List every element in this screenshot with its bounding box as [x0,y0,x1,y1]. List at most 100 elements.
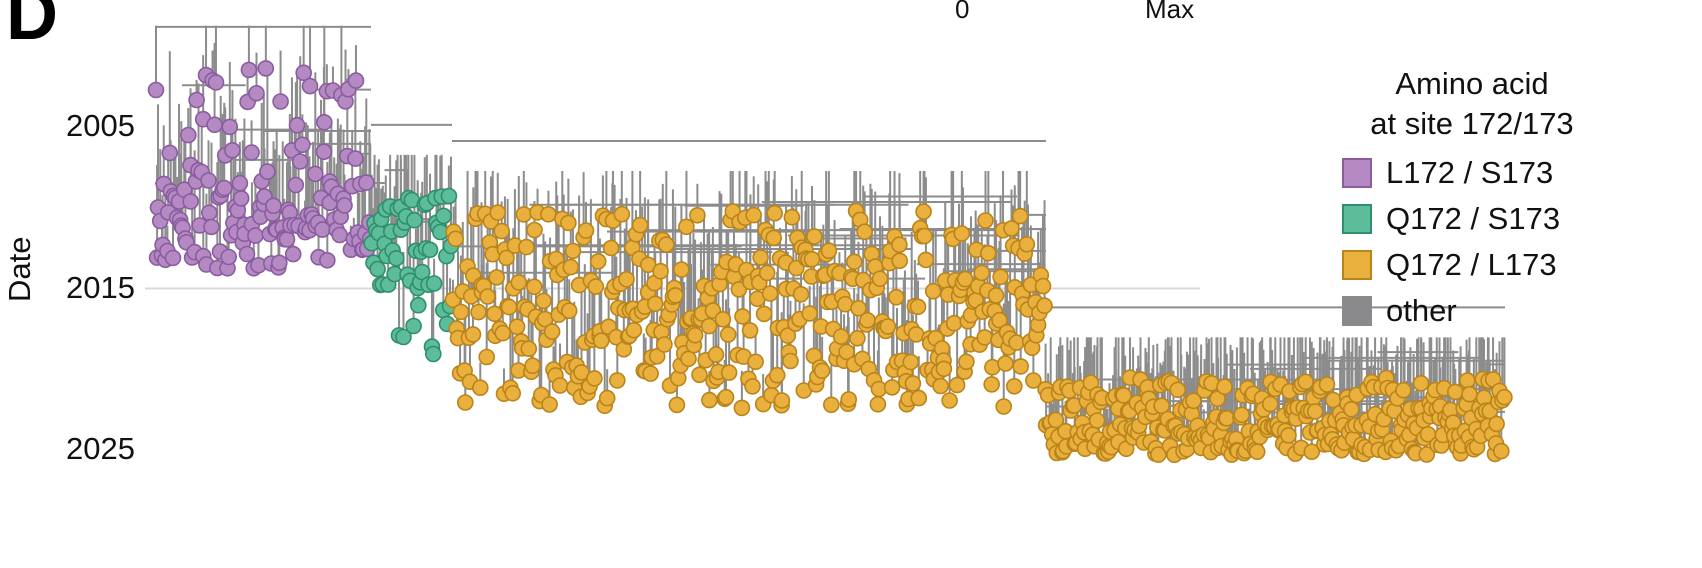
tip-point [747,353,764,371]
tip-point [991,311,1008,329]
tip-point [1216,378,1233,396]
tip-point [247,227,264,244]
tip-point [592,332,610,350]
tip-point [543,323,561,340]
tip-point [916,227,933,245]
tip-point [755,305,773,323]
tip-point [883,379,901,396]
tip-point [945,314,963,332]
tip-point [1459,372,1476,389]
tip-point [216,179,233,197]
tip-point [357,174,375,191]
tip-point [424,345,442,363]
tip-point [1447,383,1464,401]
y-tick-2005: 2005 [66,108,135,143]
tip-point [587,278,605,295]
tip-point [315,143,333,160]
tip-point [560,214,577,232]
tip-point [1115,387,1132,404]
tip-point [315,114,333,131]
color-scale-min-label: 0 [955,0,970,24]
tip-point [1169,381,1187,399]
tip-point [188,91,205,109]
tip-point [586,370,603,387]
tip-point [425,275,443,292]
tip-point [787,259,805,277]
tip-point [200,172,217,189]
tip-point [1233,406,1250,424]
tip-point [648,347,666,365]
tip-point [977,212,994,229]
tip-point [838,343,855,361]
tip-point [1209,390,1226,408]
tip-point [652,262,669,280]
tip-point [745,206,763,224]
tip-point [1088,412,1106,429]
tip-point [915,203,932,220]
tip-point [201,204,218,222]
tip-point [782,352,799,370]
tip-point [733,399,751,417]
panel-letter: D [6,0,58,55]
tip-point [673,261,690,278]
tip-point [625,321,643,339]
tip-point [1395,381,1412,399]
tip-point [719,326,737,343]
tip-point [294,136,311,154]
tip-point [493,222,511,240]
tip-point [515,206,533,223]
tip-point [656,336,673,353]
tip-point [203,218,220,236]
tip-point [369,260,386,278]
tip-point [421,241,439,259]
tip-point [1011,207,1029,225]
tip-point [680,350,697,368]
tip-point [1343,400,1360,418]
tip-point [535,292,552,310]
tip-point [779,327,797,344]
tip-point [909,298,927,316]
tip-point [973,264,991,282]
tip-point [1496,388,1513,406]
tip-point [997,355,1014,372]
y-axis-label: Date [2,236,37,302]
tip-point [953,225,971,242]
tip-point [471,379,489,397]
tip-point [941,392,958,409]
tip-point [935,360,953,378]
tip-point [910,389,928,407]
tip-point [948,376,966,394]
tip-point [1303,443,1321,461]
tip-point [1008,334,1025,351]
tip-point [686,326,704,344]
tip-point [265,197,282,215]
tip-point [486,305,503,323]
tip-point [347,72,365,89]
tip-point [924,282,942,300]
tip-point [291,153,309,170]
tip-point [1025,372,1042,389]
legend: Amino acid at site 172/173 L172 / S173 Q… [1342,64,1702,334]
tip-point [618,270,635,288]
tip-point [164,249,182,267]
tip-point [765,229,783,247]
tip-point [287,176,305,194]
tip-point [744,378,761,395]
legend-item-l172-s173: L172 / S173 [1342,150,1702,196]
tip-point [207,74,225,91]
tip-point [879,318,897,335]
tip-point [508,318,526,336]
tip-point [270,254,288,272]
tip-point [526,221,543,239]
legend-title-line-2: at site 172/173 [1370,106,1574,141]
tip-point [272,93,289,110]
tip-point [768,366,786,384]
y-tick-2025: 2025 [66,431,135,466]
tip-point [1018,236,1036,253]
tip-point [295,64,313,82]
tip-point [887,288,905,306]
tip-point [983,376,1001,393]
tip-point [850,299,867,317]
tip-point [336,197,353,214]
